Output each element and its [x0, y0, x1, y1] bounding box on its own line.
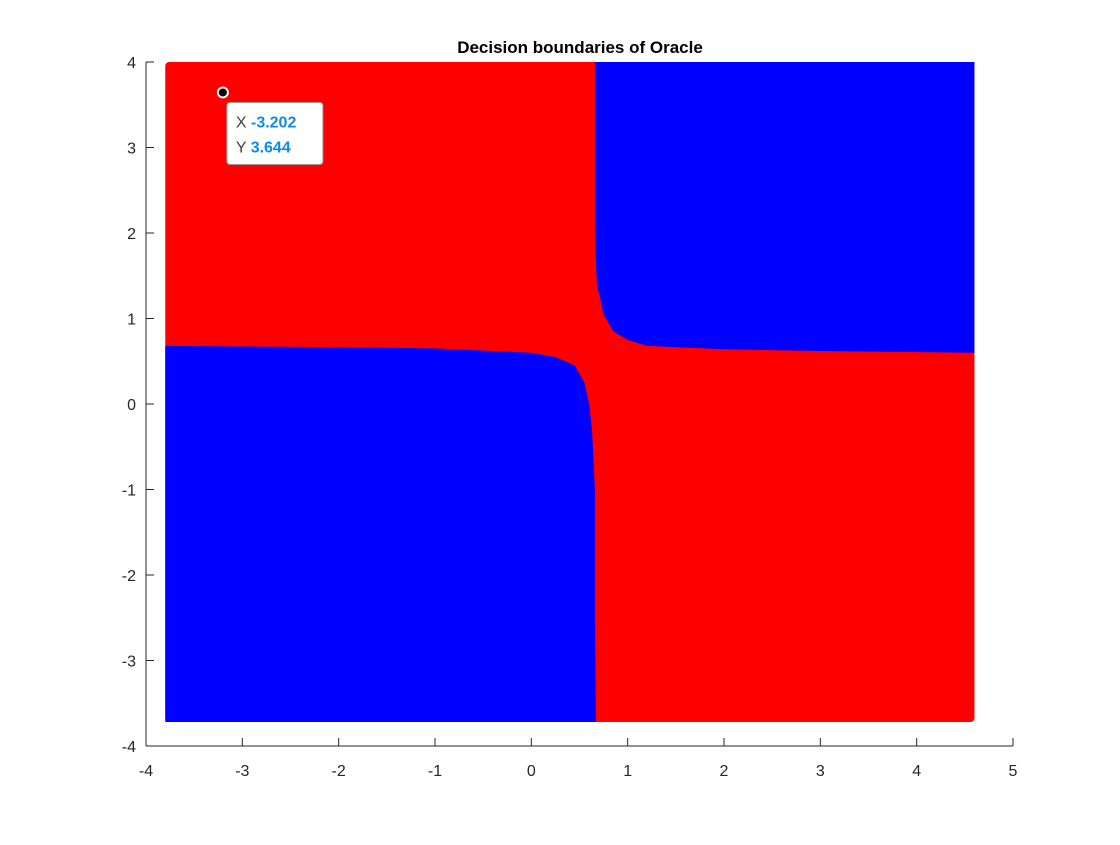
x-tick-label: 3 — [816, 763, 825, 780]
y-tick-label: -2 — [122, 568, 136, 585]
x-tick-label: -4 — [139, 763, 153, 780]
datatip-x-value: -3.202 — [251, 114, 296, 131]
x-tick-label: 5 — [1009, 763, 1018, 780]
y-tick-label: -3 — [122, 654, 136, 671]
x-tick-label: -3 — [235, 763, 249, 780]
x-tick-label: 1 — [623, 763, 632, 780]
datatip-y-label: Y — [236, 139, 251, 156]
chart-title: Decision boundaries of Oracle — [457, 38, 703, 57]
x-tick-label: -2 — [332, 763, 346, 780]
y-tick-label: 3 — [127, 141, 136, 158]
datatip-x-row: X -3.202 — [236, 114, 297, 131]
y-tick-label: -1 — [122, 483, 136, 500]
datatip-box — [226, 101, 324, 165]
datatip-y-value: 3.644 — [251, 139, 291, 156]
y-tick-label: -4 — [122, 739, 136, 756]
y-tick-label: 0 — [127, 397, 136, 414]
blue-region-upper-right — [594, 62, 975, 353]
x-tick-label: 2 — [720, 763, 729, 780]
y-tick-label: 4 — [127, 55, 136, 72]
blue-region-lower-left — [165, 345, 596, 723]
x-tick-label: 4 — [912, 763, 921, 780]
datatip-y-row: Y 3.644 — [236, 139, 291, 156]
datatip-x-label: X — [236, 114, 251, 131]
y-tick-label: 2 — [127, 226, 136, 243]
y-tick-label: 1 — [127, 312, 136, 329]
x-tick-label: -1 — [428, 763, 442, 780]
x-tick-label: 0 — [527, 763, 536, 780]
decision-regions — [165, 62, 975, 723]
datatip-marker — [216, 86, 229, 99]
axes: -4 -3 -2 -1 0 1 2 3 4 5 -4 -3 -2 -1 0 1 2 3 4 — [122, 55, 1018, 780]
